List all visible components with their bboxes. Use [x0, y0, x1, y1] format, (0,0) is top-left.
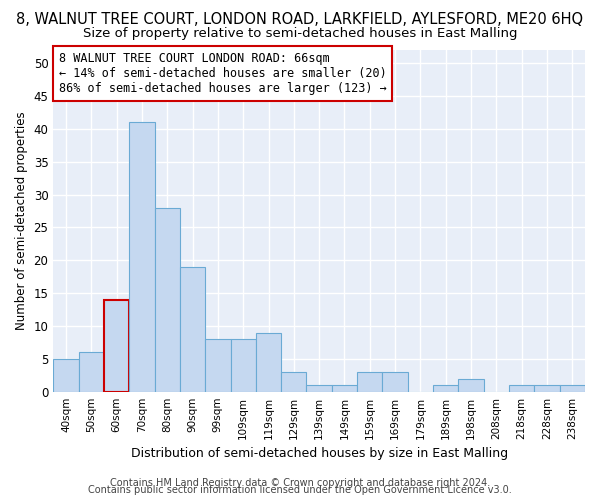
Bar	[332, 385, 357, 392]
Text: Contains HM Land Registry data © Crown copyright and database right 2024.: Contains HM Land Registry data © Crown c…	[110, 478, 490, 488]
Text: 8 WALNUT TREE COURT LONDON ROAD: 66sqm
← 14% of semi-detached houses are smaller: 8 WALNUT TREE COURT LONDON ROAD: 66sqm ←…	[59, 52, 386, 94]
Bar	[104, 300, 129, 392]
Bar	[433, 385, 458, 392]
Bar	[256, 332, 281, 392]
Bar	[382, 372, 408, 392]
Text: Contains public sector information licensed under the Open Government Licence v3: Contains public sector information licen…	[88, 485, 512, 495]
Bar	[230, 339, 256, 392]
X-axis label: Distribution of semi-detached houses by size in East Malling: Distribution of semi-detached houses by …	[131, 447, 508, 460]
Text: 8, WALNUT TREE COURT, LONDON ROAD, LARKFIELD, AYLESFORD, ME20 6HQ: 8, WALNUT TREE COURT, LONDON ROAD, LARKF…	[16, 12, 584, 28]
Bar	[458, 378, 484, 392]
Y-axis label: Number of semi-detached properties: Number of semi-detached properties	[15, 112, 28, 330]
Bar	[357, 372, 382, 392]
Bar	[509, 385, 535, 392]
Bar	[53, 359, 79, 392]
Bar	[560, 385, 585, 392]
Bar	[79, 352, 104, 392]
Bar	[281, 372, 307, 392]
Bar	[129, 122, 155, 392]
Bar	[180, 267, 205, 392]
Bar	[535, 385, 560, 392]
Bar	[155, 208, 180, 392]
Text: Size of property relative to semi-detached houses in East Malling: Size of property relative to semi-detach…	[83, 28, 517, 40]
Bar	[205, 339, 230, 392]
Bar	[307, 385, 332, 392]
